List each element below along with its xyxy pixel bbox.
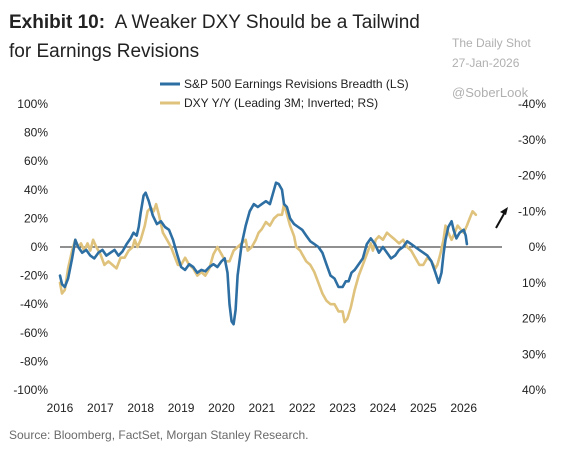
right-axis: -40% -30% -20% -10% 0% 10% 20% 30% 40% [518, 97, 546, 397]
watermark-date: 27-Jan-2026 [452, 56, 520, 70]
left-tick-label: 40% [24, 183, 48, 197]
left-tick-label: -60% [20, 326, 48, 340]
left-tick-label: -80% [20, 354, 48, 368]
x-tick-label: 2023 [329, 401, 356, 415]
right-tick-label: -30% [518, 133, 546, 147]
left-tick-label: -100% [13, 383, 48, 397]
x-tick-label: 2020 [208, 401, 235, 415]
left-tick-label: -20% [20, 269, 48, 283]
x-tick-label: 2026 [450, 401, 477, 415]
right-tick-label: 40% [522, 383, 546, 397]
x-tick-label: 2025 [410, 401, 437, 415]
right-tick-label: 20% [522, 312, 546, 326]
left-tick-label: -40% [20, 297, 48, 311]
right-tick-label: -40% [518, 97, 546, 111]
x-tick-label: 2022 [289, 401, 316, 415]
right-tick-label: 30% [522, 347, 546, 361]
right-tick-label: 10% [522, 276, 546, 290]
source-note: Source: Bloomberg, FactSet, Morgan Stanl… [9, 428, 309, 442]
title-rest: A Weaker DXY Should be a Tailwind for Ea… [9, 12, 420, 62]
right-tick-label: -20% [518, 169, 546, 183]
series-line-revisions-breadth [58, 181, 469, 326]
left-tick-label: 0% [31, 240, 49, 254]
x-tick-label: 2024 [370, 401, 397, 415]
right-tick-label: -10% [518, 204, 546, 218]
x-axis: 2016 2017 2018 2019 2020 2021 2022 2023 2024 2025… [47, 401, 478, 415]
title-lead: Exhibit 10: [9, 12, 106, 33]
right-tick-label: 0% [529, 240, 547, 254]
legend-label: S&P 500 Earnings Revisions Breadth (LS) [184, 77, 409, 91]
left-tick-label: 60% [24, 154, 48, 168]
watermark-publisher: The Daily Shot [452, 36, 531, 50]
left-tick-label: 100% [17, 97, 48, 111]
left-tick-label: 80% [24, 126, 48, 140]
chart-title: Exhibit 10: A Weaker DXY Should be a Tai… [9, 8, 429, 66]
x-tick-label: 2018 [127, 401, 154, 415]
left-tick-label: 20% [24, 211, 48, 225]
series-line-dxy [58, 202, 478, 324]
watermark: The Daily Shot 27-Jan-2026 @SoberLook [452, 33, 531, 103]
legend-label: DXY Y/Y (Leading 3M; Inverted; RS) [184, 96, 378, 110]
x-tick-label: 2021 [248, 401, 275, 415]
trend-arrow [495, 207, 508, 229]
x-tick-label: 2017 [87, 401, 114, 415]
x-tick-label: 2019 [168, 401, 195, 415]
x-tick-label: 2016 [47, 401, 74, 415]
series-layer [58, 181, 478, 326]
legend: S&P 500 Earnings Revisions Breadth (LS) D… [160, 77, 409, 110]
left-axis: 100% 80% 60% 40% 20% 0% -20% -40% -60% -80% -100% [13, 97, 48, 397]
watermark-handle: @SoberLook [452, 85, 529, 100]
